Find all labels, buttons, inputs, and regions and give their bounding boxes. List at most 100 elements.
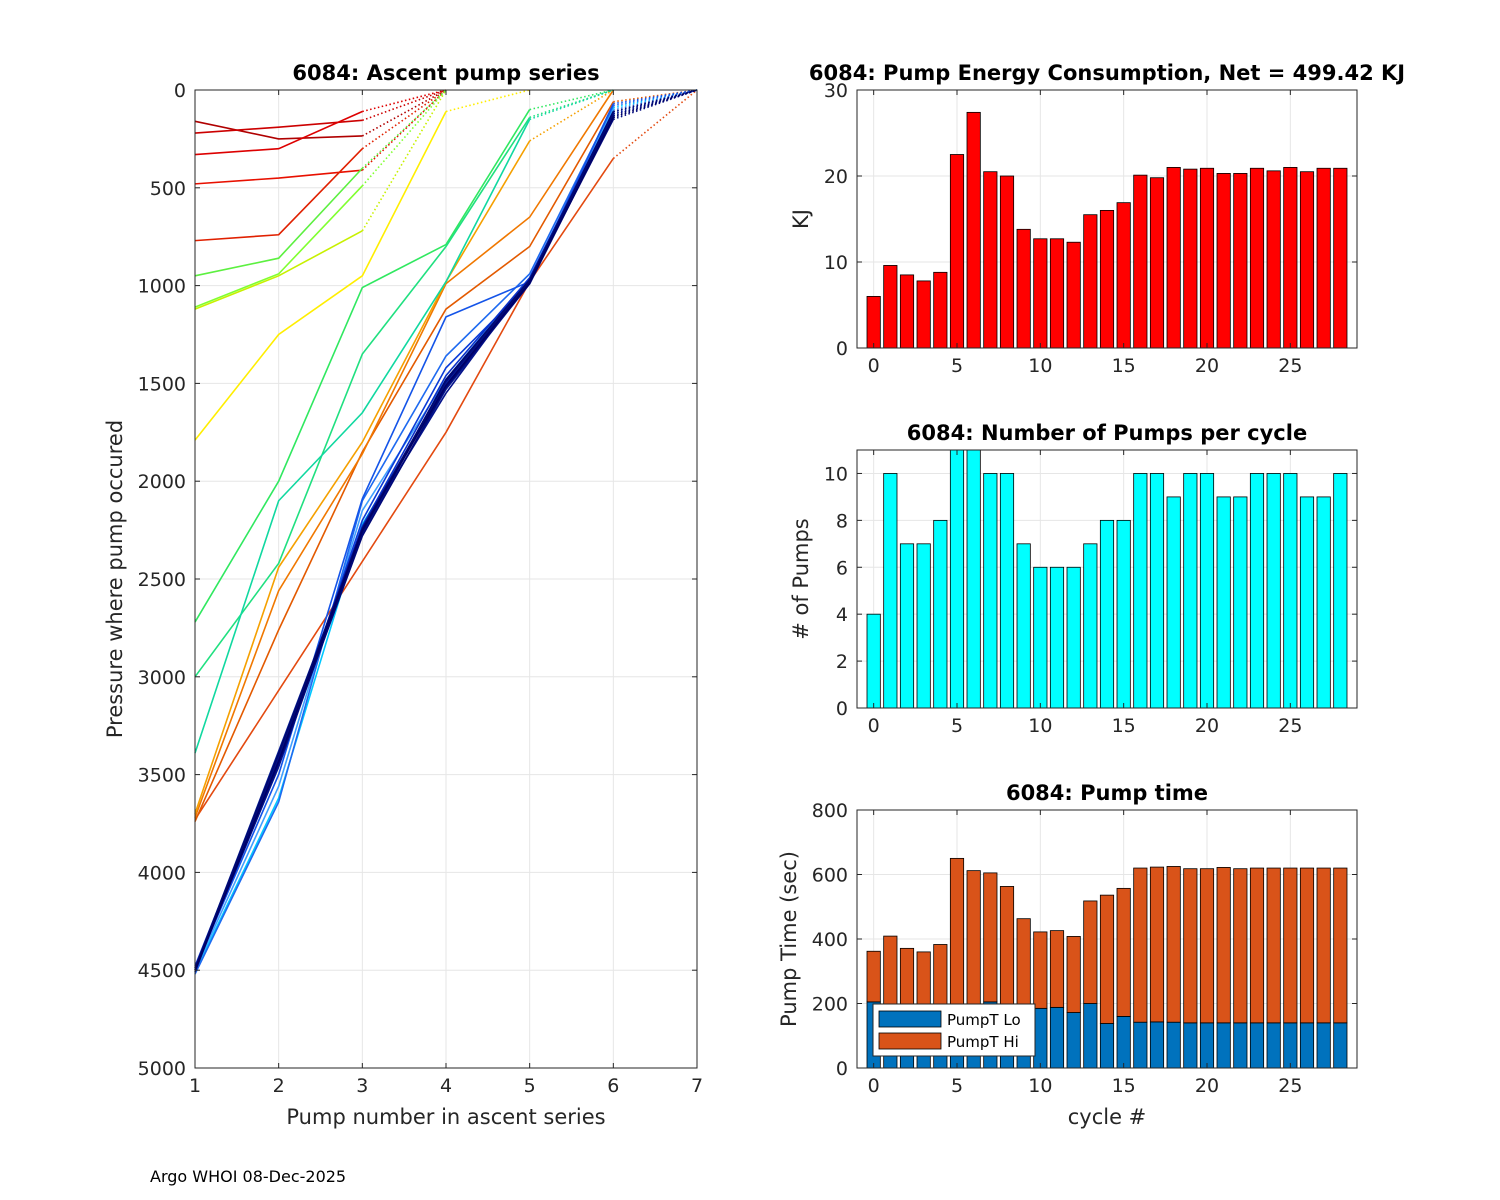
pumpt-lo-bar: [1316, 1022, 1331, 1069]
pumptime-y-axis-label: Pump Time (sec): [777, 851, 801, 1027]
ascent-x-tick-label: 3: [356, 1075, 368, 1097]
energy-bar: [1299, 171, 1315, 349]
energy-bar: [1083, 214, 1098, 349]
pumps-per-cycle-plot: 0 5 10 15 20 25 0 2 4 6 8 10 6084: Number of Pumps …: [789, 421, 1358, 737]
energy-bar: [1283, 166, 1298, 349]
pumpt-hi-bar: [1316, 867, 1331, 1024]
ascent-x-tick-label: 4: [440, 1075, 452, 1097]
pumpt-hi-bar: [1199, 868, 1215, 1024]
pumps-x-tick-label: 20: [1195, 715, 1219, 737]
energy-bar: [866, 295, 881, 349]
pumptime-x-tick-label: 20: [1195, 1075, 1219, 1097]
energy-bar: [966, 111, 981, 349]
ascent-series-line: [194, 116, 531, 678]
pumptime-x-tick-label: 15: [1112, 1075, 1136, 1097]
pumpt-hi-bar: [966, 870, 981, 1012]
pumpt-hi-bar: [1299, 867, 1315, 1024]
ascent-series-surface-line: [361, 89, 447, 150]
ascent-series-line: [194, 110, 363, 156]
pumpt-lo-bar: [1066, 1012, 1081, 1069]
pumpt-hi-bar: [1183, 868, 1198, 1024]
energy-bar: [883, 265, 898, 349]
pumptime-y-tick-label: 800: [812, 800, 848, 822]
energy-bar: [1199, 167, 1215, 349]
legend-label-pumpt-hi: PumpT Hi: [947, 1033, 1019, 1051]
energy-bar: [1166, 166, 1181, 349]
pumptime-y-tick-label: 600: [812, 865, 848, 887]
energy-plot-title: 6084: Pump Energy Consumption, Net = 499…: [809, 61, 1405, 85]
pumpt-lo-bar: [1133, 1021, 1148, 1069]
pumps-y-axis-label: # of Pumps: [789, 518, 813, 640]
energy-bar: [1266, 170, 1281, 349]
ascent-y-tick-label: 2000: [138, 471, 186, 493]
ascent-series-line: [194, 105, 615, 975]
ascent-series-surface-line: [361, 89, 447, 169]
legend-swatch-pumpt-hi: [878, 1032, 942, 1050]
legend-label-pumpt-lo: PumpT Lo: [947, 1011, 1021, 1029]
ascent-y-tick-label: 5000: [138, 1058, 186, 1080]
pumps-bar: [866, 613, 881, 709]
pumpt-hi-bar: [1033, 931, 1048, 1009]
ascent-y-tick-label: 4500: [138, 960, 186, 982]
pumps-bar: [933, 519, 948, 709]
pump-energy-plot: 0 5 10 15 20 25 0 10 20 30 6084: Pump Energy Cons…: [789, 61, 1405, 377]
ascent-series-line: [194, 111, 615, 969]
energy-bar: [1016, 228, 1031, 349]
pumps-y-tick-label: 10: [824, 463, 848, 485]
ascent-series-line: [194, 167, 363, 277]
pumps-bar: [883, 473, 898, 709]
pumps-bar: [1199, 473, 1215, 709]
pumps-bar: [1133, 473, 1148, 709]
pumps-bar: [1166, 496, 1181, 709]
energy-bar: [1099, 209, 1115, 349]
pumps-y-tick-label: 4: [836, 604, 848, 626]
ascent-x-tick-label: 5: [524, 1075, 536, 1097]
pumptime-y-tick-label: 0: [836, 1058, 848, 1080]
pumps-plot-title: 6084: Number of Pumps per cycle: [907, 421, 1307, 445]
energy-x-tick-label: 10: [1028, 355, 1052, 377]
pumpt-lo-bar: [1216, 1022, 1231, 1069]
ascent-series-surface-line: [361, 89, 447, 187]
ascent-series-surface-line: [529, 89, 614, 142]
pumps-bar: [1299, 496, 1315, 709]
energy-bar: [933, 271, 948, 349]
ascent-series-line: [194, 148, 363, 242]
energy-y-tick-label: 20: [824, 166, 848, 188]
energy-bar: [1333, 167, 1348, 349]
ascent-x-tick-label: 7: [691, 1075, 703, 1097]
ascent-y-tick-label: 3000: [138, 667, 186, 689]
pumpt-hi-bar: [1083, 900, 1098, 1004]
ascent-series-line: [194, 117, 615, 971]
pumps-bar: [916, 543, 931, 709]
energy-x-tick-label: 0: [868, 355, 880, 377]
pumptime-x-tick-label: 10: [1028, 1075, 1052, 1097]
ascent-series-surface-line: [613, 89, 698, 119]
pumpt-hi-bar: [1283, 867, 1298, 1024]
pumpt-hi-bar: [1233, 868, 1248, 1024]
ascent-series-surface-line: [529, 89, 614, 121]
pumpt-lo-bar: [1283, 1022, 1298, 1069]
pumpt-lo-bar: [1083, 1003, 1098, 1069]
ascent-y-tick-label: 500: [150, 178, 186, 200]
ascent-plot-title: 6084: Ascent pump series: [292, 61, 599, 85]
pumptime-x-tick-label: 25: [1278, 1075, 1302, 1097]
energy-bar: [1049, 238, 1065, 349]
ascent-series-line: [194, 89, 615, 818]
pumps-y-tick-label: 8: [836, 510, 848, 532]
energy-y-tick-label: 30: [824, 80, 848, 102]
energy-bar: [1033, 238, 1048, 349]
energy-x-tick-label: 15: [1112, 355, 1136, 377]
energy-y-tick-label: 0: [836, 338, 848, 360]
pumptime-x-axis-label: cycle #: [1068, 1105, 1147, 1129]
pumpt-hi-bar: [933, 944, 948, 1012]
ascent-series-line: [194, 169, 363, 185]
ascent-series-line: [194, 120, 363, 140]
pumps-x-tick-label: 0: [868, 715, 880, 737]
pumps-bar: [983, 473, 998, 709]
pumpt-hi-bar: [1066, 936, 1081, 1013]
pumps-bar: [949, 449, 965, 709]
pumpt-hi-bar: [949, 857, 965, 1012]
pumps-bar: [1266, 473, 1281, 709]
pumps-bar: [1183, 473, 1198, 709]
